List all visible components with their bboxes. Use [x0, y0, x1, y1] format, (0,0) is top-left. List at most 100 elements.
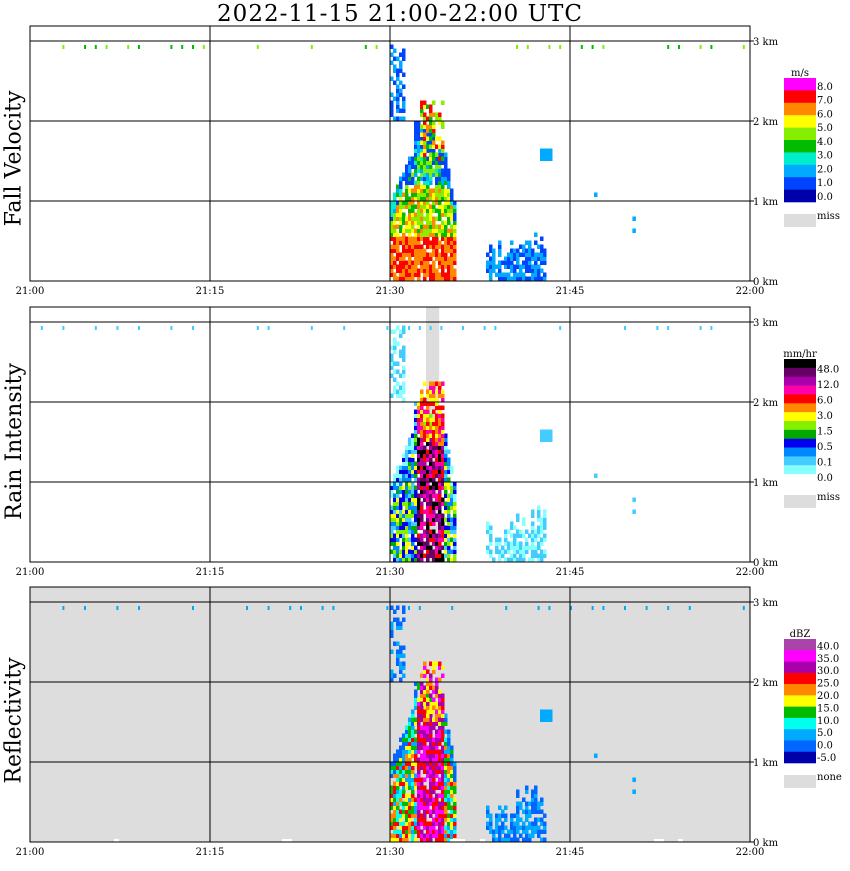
echo-cell [426, 212, 430, 217]
echo-cell [414, 429, 418, 434]
echo-cell [435, 236, 439, 241]
echo-cell [426, 733, 430, 738]
echo-cell [396, 361, 400, 366]
echo-cell [417, 144, 421, 149]
echo-cell [390, 212, 394, 217]
time-tick-label: 21:45 [556, 286, 585, 297]
echo-cell [438, 116, 442, 121]
echo-cell [441, 765, 445, 770]
echo-cell [402, 220, 406, 225]
echo-cell [393, 809, 397, 814]
echo-cell [181, 45, 184, 49]
echo-cell [453, 553, 457, 558]
echo-cell [402, 457, 406, 462]
echo-cell [444, 773, 448, 778]
echo-cell [742, 45, 745, 49]
echo-cell [393, 212, 397, 217]
echo-cell [396, 545, 400, 550]
echo-cell [426, 669, 430, 674]
echo-cell [435, 729, 439, 734]
echo-cell [438, 421, 442, 426]
echo-cell [435, 753, 439, 758]
echo-cell [393, 96, 397, 101]
echo-cell [420, 152, 424, 157]
echo-cell [441, 425, 445, 430]
echo-cell [498, 817, 502, 822]
echo-cell [414, 196, 418, 201]
echo-cell [429, 268, 433, 273]
echo-cell [390, 649, 394, 654]
echo-cell [438, 453, 442, 458]
echo-cell [396, 84, 400, 89]
height-tick-label: 3 km [753, 37, 779, 48]
echo-cell [432, 749, 436, 754]
echo-cell [453, 252, 457, 257]
echo-cell [450, 557, 454, 562]
echo-cell [450, 821, 454, 826]
echo-cell [426, 509, 430, 514]
echo-cell [402, 533, 406, 538]
echo-cell [441, 673, 445, 678]
plot-frame [29, 306, 751, 563]
echo-cell [420, 425, 424, 430]
echo-cell [453, 244, 457, 249]
echo-cell [516, 789, 520, 794]
echo-cell [435, 449, 439, 454]
echo-cell [408, 721, 412, 726]
echo-cell [429, 837, 433, 842]
echo-cell [435, 717, 439, 722]
echo-cell [432, 701, 436, 706]
echo-cell [486, 813, 490, 818]
echo-cell [498, 244, 502, 249]
echo-cell [399, 92, 403, 97]
colorbar-label: 3.0 [817, 411, 833, 422]
echo-cell [441, 381, 445, 386]
echo-cell [531, 801, 535, 806]
echo-cell [540, 236, 544, 241]
echo-cell [453, 521, 457, 526]
echo-cell [414, 256, 418, 261]
echo-cell [516, 276, 520, 281]
echo-cell [441, 753, 445, 758]
echo-cell [420, 232, 424, 237]
echo-cell [390, 485, 394, 490]
echo-cell [486, 264, 490, 269]
echo-cell [435, 152, 439, 157]
echo-cell [396, 216, 400, 221]
echo-cell [543, 152, 547, 157]
echo-cell [429, 721, 433, 726]
echo-cell [432, 785, 436, 790]
echo-cell [390, 208, 394, 213]
echo-cell [534, 809, 538, 814]
echo-cell [429, 136, 433, 141]
echo-cell [441, 413, 445, 418]
echo-cell [423, 721, 427, 726]
echo-cell [414, 545, 418, 550]
echo-cell [420, 100, 424, 105]
echo-cell [432, 825, 436, 830]
echo-cell [393, 264, 397, 269]
echo-cell [519, 553, 523, 558]
echo-cell [444, 485, 448, 490]
echo-cell [444, 529, 448, 534]
echo-cell [453, 212, 457, 217]
echo-cell [441, 781, 445, 786]
echo-cell [393, 48, 397, 53]
echo-cell [402, 248, 406, 253]
echo-cell [495, 264, 499, 269]
echo-cell [447, 793, 451, 798]
echo-cell [414, 497, 418, 502]
echo-cell [426, 116, 430, 121]
echo-cell [444, 757, 448, 762]
echo-cell [399, 501, 403, 506]
plot-frame [29, 586, 751, 843]
echo-cell [441, 276, 445, 281]
echo-cell [537, 817, 541, 822]
echo-cell [420, 433, 424, 438]
echo-cell [432, 120, 436, 125]
echo-cell [396, 96, 400, 101]
echo-cell [498, 837, 502, 842]
echo-cell [495, 545, 499, 550]
echo-cell [390, 204, 394, 209]
